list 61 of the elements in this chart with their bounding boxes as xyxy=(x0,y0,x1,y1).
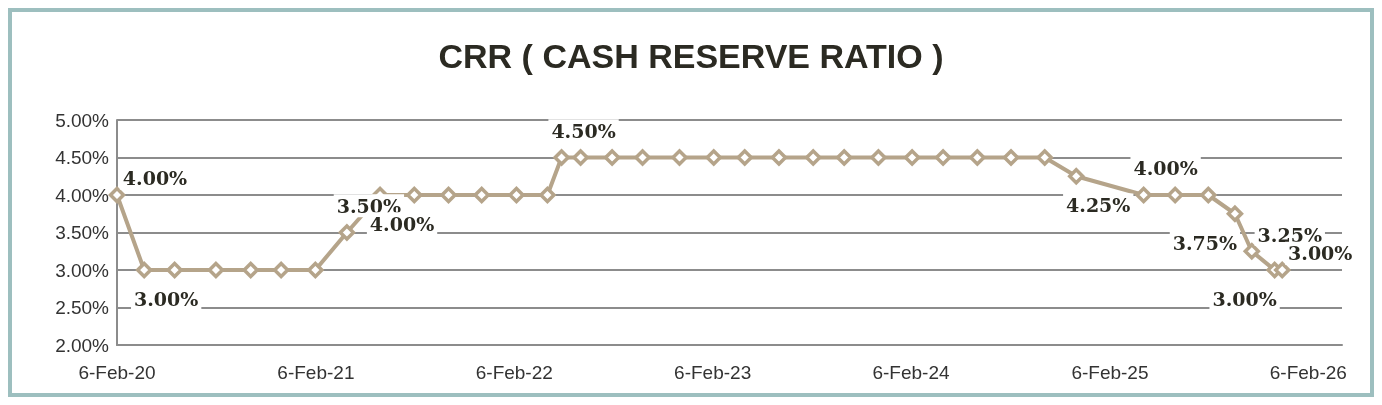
data-label: 4.00% xyxy=(122,167,188,190)
point xyxy=(736,149,753,166)
point xyxy=(1166,186,1184,204)
y-tick-label: 4.00% xyxy=(55,184,110,206)
point xyxy=(166,261,183,279)
x-tick-label: 6-Feb-24 xyxy=(872,362,950,383)
point xyxy=(135,261,153,279)
point xyxy=(770,149,788,166)
point xyxy=(634,149,651,166)
data-label: 4.00% xyxy=(369,212,435,235)
x-tick-label: 6-Feb-23 xyxy=(674,362,752,383)
data-label: 3.25% xyxy=(1257,223,1322,246)
point xyxy=(553,149,570,166)
point xyxy=(705,149,722,166)
y-tick-label: 2.00% xyxy=(55,334,110,356)
data-label: 3.00% xyxy=(1212,287,1277,310)
point xyxy=(307,261,324,279)
data-label: 3.00% xyxy=(1288,242,1353,265)
point xyxy=(1243,243,1261,260)
point xyxy=(835,149,853,166)
y-tick-label: 3.50% xyxy=(55,222,110,243)
y-tick-label: 5.00% xyxy=(55,109,110,131)
x-tick-label: 6-Feb-22 xyxy=(475,362,553,383)
data-label: 3.00% xyxy=(134,287,199,310)
point xyxy=(1002,149,1020,166)
data-label: 4.50% xyxy=(551,119,616,142)
point xyxy=(1135,186,1152,204)
data-label: 4.00% xyxy=(1133,157,1198,180)
point xyxy=(1200,186,1217,204)
point xyxy=(338,224,356,241)
data-label: 3.75% xyxy=(1172,231,1238,254)
chart-title: CRR ( CASH RESERVE RATIO ) xyxy=(438,37,944,75)
point xyxy=(108,186,126,204)
point xyxy=(473,186,490,204)
point xyxy=(804,149,822,166)
point xyxy=(1067,168,1085,185)
point xyxy=(572,149,589,166)
point xyxy=(242,261,259,279)
point xyxy=(406,186,423,204)
y-tick-label: 2.50% xyxy=(55,297,110,318)
point xyxy=(934,149,952,166)
point xyxy=(903,149,921,166)
point xyxy=(508,186,525,204)
point xyxy=(870,149,887,166)
point xyxy=(440,186,457,204)
x-tick-label: 6-Feb-25 xyxy=(1071,362,1149,383)
point xyxy=(1226,205,1244,222)
y-tick-label: 4.50% xyxy=(55,147,110,168)
y-tick-label: 3.00% xyxy=(55,259,110,281)
data-label: 4.25% xyxy=(1066,194,1131,216)
point xyxy=(603,149,621,166)
point xyxy=(1036,149,1053,166)
point xyxy=(671,149,688,166)
point xyxy=(207,261,225,279)
x-tick-label: 6-Feb-26 xyxy=(1269,362,1347,383)
point xyxy=(969,149,986,166)
point xyxy=(539,186,556,204)
point xyxy=(272,261,290,279)
point xyxy=(1273,261,1291,279)
x-tick-label: 6-Feb-21 xyxy=(277,362,355,383)
x-tick-label: 6-Feb-20 xyxy=(78,362,156,383)
